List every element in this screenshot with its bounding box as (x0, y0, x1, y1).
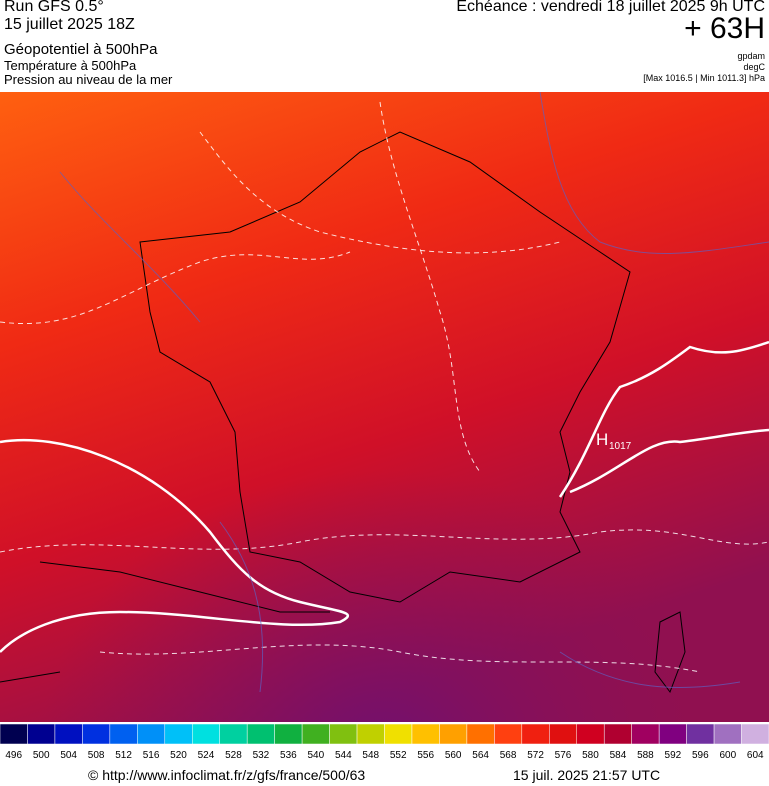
isobar (0, 340, 769, 653)
colorbar-label: 500 (33, 750, 50, 761)
valid-time: Echéance : vendredi 18 juillet 2025 9h U… (456, 0, 765, 15)
color-swatch (0, 723, 28, 745)
colorbar-label: 512 (115, 750, 132, 761)
colorbar-label: 496 (5, 750, 22, 761)
colorbar-label: 600 (719, 750, 736, 761)
high-label: H (596, 430, 608, 449)
color-swatch (439, 723, 468, 745)
isotherm (0, 101, 769, 673)
color-swatch (713, 723, 742, 745)
colorbar-label: 588 (637, 750, 654, 761)
colorbar-label: 572 (527, 750, 544, 761)
footer-time: 15 juil. 2025 21:57 UTC (513, 767, 661, 783)
map: H 1017 (0, 92, 769, 722)
unit: degC (743, 62, 765, 72)
colorbar-label: 560 (445, 750, 462, 761)
colorbar-label: 584 (610, 750, 627, 761)
color-swatch (219, 723, 248, 745)
map-shade (0, 92, 769, 722)
colorbar-label: 604 (747, 750, 764, 761)
colorbar-label: 528 (225, 750, 242, 761)
colorbar-label: 524 (198, 750, 215, 761)
colorbar-label: 508 (88, 750, 105, 761)
colorbar-label: 544 (335, 750, 352, 761)
colorbar-label: 548 (362, 750, 379, 761)
color-swatch (27, 723, 56, 745)
colorbar-label: 540 (307, 750, 324, 761)
color-swatch (137, 723, 166, 745)
color-swatch (631, 723, 660, 745)
colorbar-label: 580 (582, 750, 599, 761)
color-swatch (54, 723, 83, 745)
color-swatch (384, 723, 413, 745)
unit: gpdam (737, 51, 765, 61)
high-value: 1017 (609, 441, 632, 452)
color-swatch (274, 723, 303, 745)
field-title: Géopotentiel à 500hPa (4, 41, 158, 58)
color-swatch (411, 723, 440, 745)
pressure-range: [Max 1016.5 | Min 1011.3] hPa (643, 73, 765, 83)
colorbar-label: 536 (280, 750, 297, 761)
color-swatch (466, 723, 495, 745)
color-swatch (192, 723, 220, 745)
color-swatch (603, 723, 632, 745)
colorbar-label: 504 (60, 750, 77, 761)
color-swatch (301, 723, 330, 745)
color-swatch (686, 723, 715, 745)
color-swatch (549, 723, 577, 745)
color-swatch (164, 723, 193, 745)
colorbar-label: 596 (692, 750, 709, 761)
geopotential (59, 92, 769, 693)
colorbar-label: 556 (417, 750, 434, 761)
color-swatch (82, 723, 111, 745)
footer-url: © http://www.infoclimat.fr/z/gfs/france/… (88, 767, 366, 783)
colorbar-label: 552 (390, 750, 407, 761)
color-swatch (658, 723, 687, 745)
field-subtitle: Température à 500hPa (4, 58, 137, 73)
colorbar: 496 500 504 508 512 516 520 524 528 532 536 540 544 5… (0, 723, 769, 761)
coastline (0, 131, 686, 694)
color-swatch (329, 723, 358, 745)
colorbar-label: 592 (665, 750, 682, 761)
lead-time: + 63H (684, 12, 765, 45)
color-swatch (741, 723, 769, 745)
color-swatch (356, 723, 385, 745)
colorbar-label: 532 (253, 750, 270, 761)
colorbar-label: 564 (472, 750, 489, 761)
run-label: Run GFS 0.5° (4, 0, 104, 15)
colorbar-label: 516 (143, 750, 160, 761)
color-swatch (576, 723, 605, 745)
run-date: 15 juillet 2025 18Z (4, 16, 135, 33)
color-swatch (494, 723, 523, 745)
field-subtitle: Pression au niveau de la mer (4, 72, 173, 87)
color-swatch (246, 723, 275, 745)
color-swatch (521, 723, 550, 745)
colorbar-label: 568 (500, 750, 517, 761)
color-swatch (109, 723, 138, 745)
colorbar-label: 576 (555, 750, 572, 761)
colorbar-label: 520 (170, 750, 187, 761)
